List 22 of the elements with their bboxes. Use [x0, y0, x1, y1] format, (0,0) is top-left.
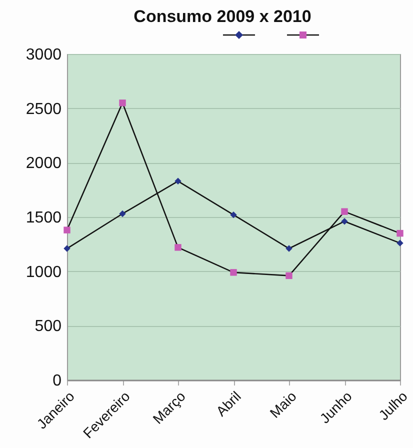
y-tick-label: 1500 [26, 210, 62, 226]
point [174, 244, 182, 251]
point [64, 245, 70, 252]
y-tick-label: 0 [52, 372, 62, 390]
point [286, 272, 292, 280]
point [396, 240, 404, 246]
point [396, 230, 404, 237]
y-tick-label: 500 [34, 318, 62, 336]
y-tick-label: 2000 [26, 155, 62, 172]
point [286, 245, 292, 252]
point [174, 178, 182, 184]
y-tick-label: 1000 [26, 264, 62, 281]
point [64, 226, 70, 234]
point [230, 211, 237, 218]
point [341, 218, 348, 225]
point [119, 210, 126, 218]
point [230, 269, 237, 276]
point [341, 208, 348, 215]
y-tick-label: 3000 [26, 46, 62, 64]
y-tick-label: 2500 [26, 100, 62, 118]
chart-title: Consumo 2009 x 2010 [134, 7, 312, 26]
point [119, 100, 126, 106]
